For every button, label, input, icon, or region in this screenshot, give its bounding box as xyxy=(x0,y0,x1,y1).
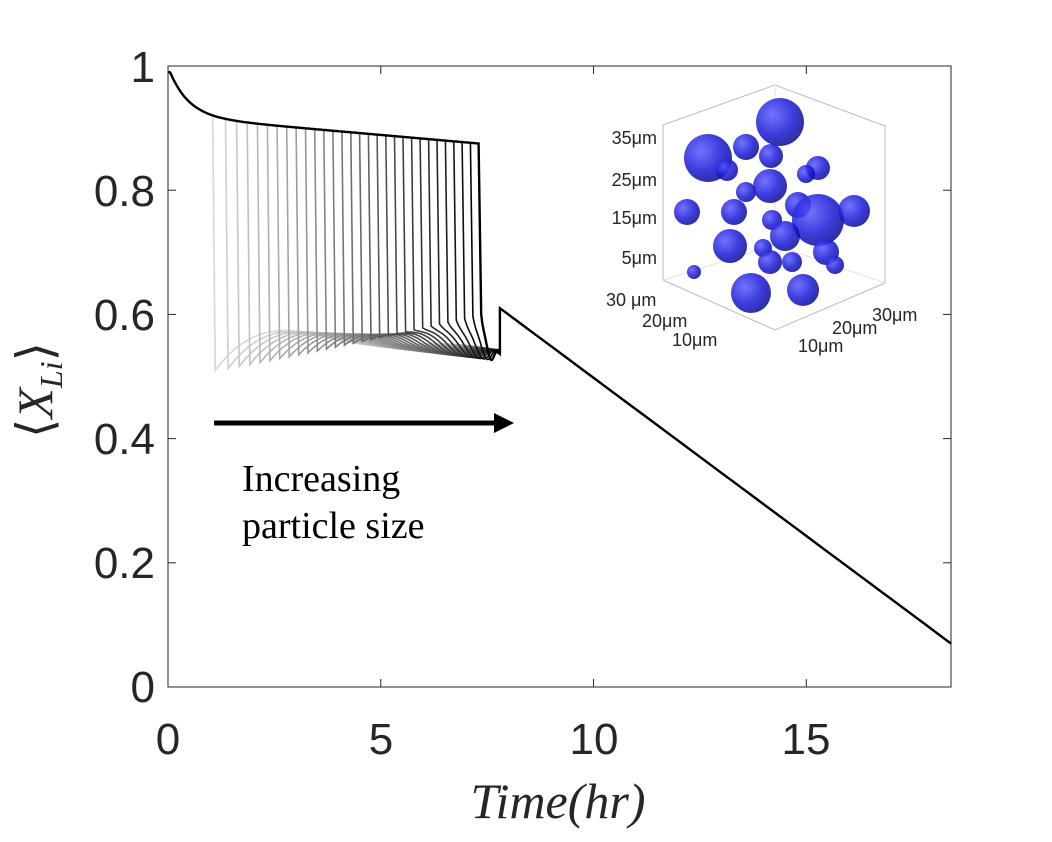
annotation-line-1: Increasing xyxy=(242,458,400,500)
x-axis-title: Time(hr) xyxy=(471,773,646,829)
inset-z-tick-label: 5μm xyxy=(622,248,657,268)
particle-sphere xyxy=(758,250,782,274)
data-series-line xyxy=(168,71,952,645)
y-axis-title-close: ⟩ xyxy=(7,342,63,362)
inset-z-tick-label: 25μm xyxy=(612,170,657,190)
data-series-line xyxy=(168,71,952,645)
data-series-line xyxy=(168,71,952,645)
data-series-line xyxy=(168,71,952,645)
particle-sphere xyxy=(716,159,738,181)
data-series-line xyxy=(168,71,952,645)
y-tick-label: 0.6 xyxy=(94,291,155,340)
particle-sphere xyxy=(713,229,747,263)
y-tick-label: 1 xyxy=(131,43,155,92)
particle-sphere xyxy=(736,182,756,202)
inset-y-tick-label: 30 μm xyxy=(606,290,656,310)
particle-sphere xyxy=(792,194,844,246)
inset-y-tick-label: 20μm xyxy=(642,311,687,331)
data-series-line xyxy=(168,71,952,645)
particle-sphere xyxy=(753,169,787,203)
inset-z-tick-label: 15μm xyxy=(612,208,657,228)
data-series-line xyxy=(168,71,952,645)
data-series-line xyxy=(168,71,952,645)
particle-sphere xyxy=(687,265,701,279)
data-series-line xyxy=(168,71,952,645)
particle-sphere xyxy=(733,134,759,160)
y-tick-label: 0 xyxy=(131,663,155,712)
particle-sphere xyxy=(838,195,870,227)
arrow-head-icon xyxy=(494,413,514,433)
annotation-line-2: particle size xyxy=(242,505,425,547)
particle-sphere xyxy=(787,274,819,306)
data-series-line xyxy=(168,71,952,645)
data-series-line xyxy=(168,71,952,645)
data-series-line xyxy=(168,71,952,645)
data-series-line xyxy=(168,71,952,645)
data-series-line xyxy=(168,71,952,645)
inset-z-tick-label: 35μm xyxy=(612,128,657,148)
y-tick-label: 0.4 xyxy=(94,415,155,464)
particle-sphere xyxy=(797,165,815,183)
y-axis-title-main: X xyxy=(7,386,63,421)
data-series-line xyxy=(168,71,952,645)
particle-sphere xyxy=(782,252,802,272)
data-series-line xyxy=(168,71,952,645)
y-axis-title-sub: Li xyxy=(33,361,69,389)
data-series-line xyxy=(168,71,952,645)
data-series-line xyxy=(168,71,952,645)
inset-x-tick-label: 20μm xyxy=(832,318,877,338)
data-series-line xyxy=(168,71,952,645)
particle-sphere xyxy=(674,199,700,225)
data-series-line xyxy=(168,71,952,645)
inset-x-tick-label: 10μm xyxy=(798,336,843,356)
plot-frame xyxy=(167,65,952,688)
data-series-line xyxy=(168,71,952,645)
data-series-line xyxy=(168,71,952,645)
data-series-line xyxy=(168,71,952,645)
particle-sphere xyxy=(721,199,747,225)
x-tick-labels: 0 5 10 15 xyxy=(156,715,831,764)
inset-x-tick-label: 30μm xyxy=(872,305,917,325)
y-axis-title: ⟨XLi⟩ xyxy=(7,342,69,438)
x-tick-label: 0 xyxy=(156,715,180,764)
particle-sphere xyxy=(731,273,771,313)
y-tick-labels: 0 0.2 0.4 0.6 0.8 1 xyxy=(94,43,155,712)
inset-y-tick-label: 10μm xyxy=(672,330,717,350)
x-tick-label: 15 xyxy=(782,715,831,764)
particle-sphere xyxy=(759,144,783,168)
inset-3d-plot: 35μm 25μm 15μm 5μm 30 μm 20μm 10μm 10μm … xyxy=(606,84,917,356)
inset-spheres xyxy=(674,98,870,313)
y-tick-label: 0.2 xyxy=(94,539,155,588)
data-series-line xyxy=(168,71,952,645)
svg-text:⟨XLi⟩: ⟨XLi⟩ xyxy=(7,342,69,438)
data-series-line xyxy=(168,71,952,645)
y-axis-title-open: ⟨ xyxy=(7,419,63,439)
y-tick-label: 0.8 xyxy=(94,167,155,216)
x-tick-label: 5 xyxy=(369,715,393,764)
x-tick-label: 10 xyxy=(570,715,619,764)
data-series-line xyxy=(168,71,952,645)
size-arrow xyxy=(214,413,514,433)
particle-sphere xyxy=(756,98,804,146)
particle-sphere xyxy=(826,256,844,274)
data-series-line xyxy=(168,71,952,645)
data-series-line xyxy=(168,71,952,645)
curve-family xyxy=(168,71,952,645)
particle-sphere xyxy=(770,221,800,251)
data-series-line xyxy=(168,71,952,645)
axis-ticks xyxy=(167,65,951,688)
data-series-line xyxy=(168,71,952,645)
